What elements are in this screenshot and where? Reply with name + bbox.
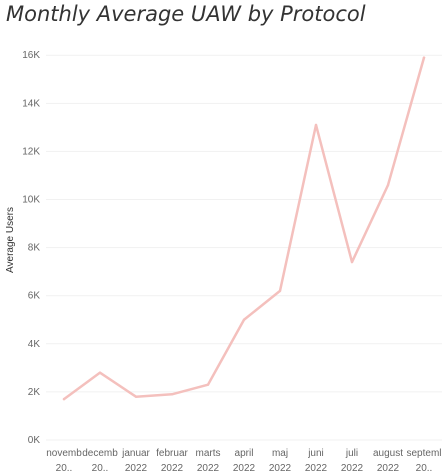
x-tick-label: 2022 [161, 463, 184, 474]
data-point[interactable] [314, 123, 318, 127]
data-point[interactable] [242, 318, 246, 321]
series-line [62, 56, 426, 401]
x-axis-ticks: novemb 20.. decemb 20.. januar 2022 februar 202… [46, 448, 441, 474]
x-tick-label: januar [121, 448, 150, 459]
data-point[interactable] [206, 383, 210, 386]
y-tick-label: 2K [28, 387, 41, 398]
x-tick-label: 2022 [197, 463, 220, 474]
data-point[interactable] [350, 260, 354, 264]
x-tick-label: 2022 [305, 463, 328, 474]
data-point[interactable] [62, 397, 66, 401]
data-point[interactable] [422, 56, 426, 59]
data-point[interactable] [134, 395, 138, 398]
x-tick-label: novemb [46, 448, 82, 459]
x-tick-label: 2022 [233, 463, 256, 474]
x-tick-label: april [235, 448, 254, 459]
x-tick-label: 2022 [341, 463, 364, 474]
data-point[interactable] [170, 393, 174, 396]
x-tick-label: marts [196, 448, 221, 459]
x-tick-label: maj [272, 448, 288, 459]
data-point[interactable] [386, 183, 390, 187]
x-tick-label: 20.. [56, 463, 73, 474]
chart-title: Monthly Average UAW by Protocol [6, 2, 366, 26]
y-tick-label: 8K [28, 243, 41, 254]
y-tick-label: 6K [28, 291, 41, 302]
y-axis-label: Average Users [5, 207, 16, 273]
data-point[interactable] [278, 289, 282, 293]
grid-lines [46, 54, 442, 441]
x-tick-label: decemb [82, 448, 118, 459]
x-tick-label: 20.. [92, 463, 109, 474]
x-tick-label: februar [156, 448, 188, 459]
data-point[interactable] [98, 371, 102, 374]
x-tick-label: 20.. [416, 463, 433, 474]
x-tick-label: 2022 [269, 463, 292, 474]
y-tick-label: 0K [28, 435, 41, 446]
y-tick-label: 14K [22, 98, 40, 109]
y-tick-label: 16K [22, 50, 40, 61]
y-tick-label: 12K [22, 146, 40, 157]
x-tick-label: septeml [406, 448, 441, 459]
x-tick-label: juni [307, 448, 324, 459]
x-tick-label: 2022 [377, 463, 400, 474]
x-tick-label: august [373, 448, 403, 459]
y-axis-ticks: 0K 2K 4K 6K 8K 10K 12K 14K 16K [22, 50, 40, 446]
x-tick-label: juli [345, 448, 358, 459]
y-tick-label: 10K [22, 195, 40, 206]
y-tick-label: 4K [28, 339, 41, 350]
series-average-users [62, 56, 426, 401]
x-tick-label: 2022 [125, 463, 148, 474]
